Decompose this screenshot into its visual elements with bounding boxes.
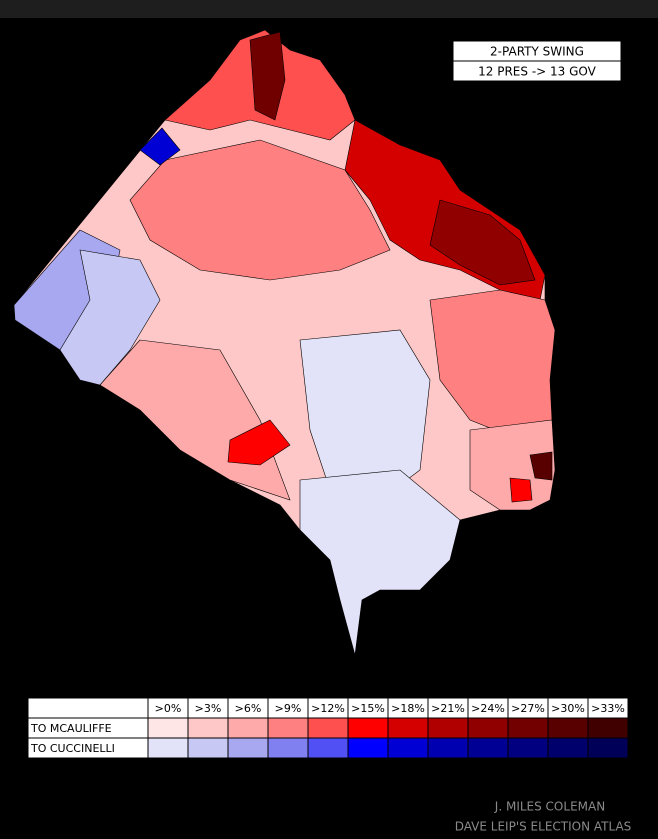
precinct-red2 bbox=[509, 477, 533, 503]
region-southeast bbox=[469, 419, 556, 511]
legend-header: >6% bbox=[235, 702, 262, 715]
legend-swatch bbox=[587, 737, 629, 759]
legend-header: >30% bbox=[551, 702, 585, 715]
precinct-red bbox=[227, 419, 291, 466]
legend-header: >18% bbox=[391, 702, 425, 715]
legend-swatch bbox=[187, 737, 229, 759]
legend-swatch bbox=[347, 737, 389, 759]
legend-swatch bbox=[147, 717, 189, 739]
legend-swatch bbox=[507, 737, 549, 759]
legend-swatch bbox=[387, 717, 429, 739]
title-line: 2-PARTY SWING bbox=[490, 45, 584, 59]
region-north-dark bbox=[249, 31, 286, 121]
precinct-blue bbox=[139, 127, 181, 166]
legend-corner bbox=[27, 697, 149, 719]
legend-swatch bbox=[547, 717, 589, 739]
legend-swatch bbox=[507, 717, 549, 739]
legend-swatch bbox=[467, 737, 509, 759]
legend-header: >27% bbox=[511, 702, 545, 715]
title-box: 2-PARTY SWING 12 PRES -> 13 GOV bbox=[452, 40, 622, 82]
legend-swatch bbox=[267, 717, 309, 739]
legend-swatch bbox=[387, 737, 429, 759]
legend-swatch bbox=[147, 737, 189, 759]
legend-swatch bbox=[547, 737, 589, 759]
top-bar bbox=[0, 0, 658, 18]
credit: DAVE LEIP'S ELECTION ATLAS bbox=[455, 820, 632, 834]
region-center bbox=[129, 139, 391, 281]
legend-header: >15% bbox=[351, 702, 385, 715]
legend-swatch bbox=[267, 737, 309, 759]
legend-swatch bbox=[227, 717, 269, 739]
title-cell bbox=[452, 60, 622, 82]
legend-header: >3% bbox=[195, 702, 222, 715]
legend-header: >33% bbox=[591, 702, 625, 715]
legend-header: >9% bbox=[275, 702, 302, 715]
legend-swatch bbox=[187, 717, 229, 739]
legend-swatch bbox=[427, 717, 469, 739]
county-map bbox=[13, 29, 556, 656]
credit: J. MILES COLEMAN bbox=[494, 800, 605, 814]
legend-swatch bbox=[467, 717, 509, 739]
legend-header: >0% bbox=[155, 702, 182, 715]
region-east-dark bbox=[429, 199, 536, 286]
legend-swatch bbox=[587, 717, 629, 739]
legend: >0% >3% >6% >9% >12% >15% >18% >21% >24% >27% >30%… bbox=[27, 697, 629, 759]
legend-swatch bbox=[227, 737, 269, 759]
legend-header: >24% bbox=[471, 702, 505, 715]
legend-label: TO CUCCINELLI bbox=[30, 742, 115, 755]
precinct-dark bbox=[529, 451, 553, 481]
legend-header: >21% bbox=[431, 702, 465, 715]
legend-label: TO MCAULIFFE bbox=[30, 722, 112, 735]
legend-swatch bbox=[427, 737, 469, 759]
legend-header: >12% bbox=[311, 702, 345, 715]
region-south bbox=[299, 469, 461, 656]
legend-swatch bbox=[307, 737, 349, 759]
title-line: 12 PRES -> 13 GOV bbox=[478, 65, 596, 79]
legend-swatch bbox=[307, 717, 349, 739]
region-east bbox=[429, 289, 556, 441]
legend-swatch bbox=[347, 717, 389, 739]
